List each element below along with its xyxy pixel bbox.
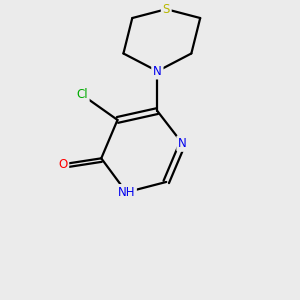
Text: O: O <box>58 158 68 171</box>
Text: S: S <box>163 3 170 16</box>
Text: N: N <box>178 137 187 150</box>
Text: Cl: Cl <box>76 88 88 101</box>
Text: NH: NH <box>118 186 135 199</box>
Text: N: N <box>153 65 162 78</box>
